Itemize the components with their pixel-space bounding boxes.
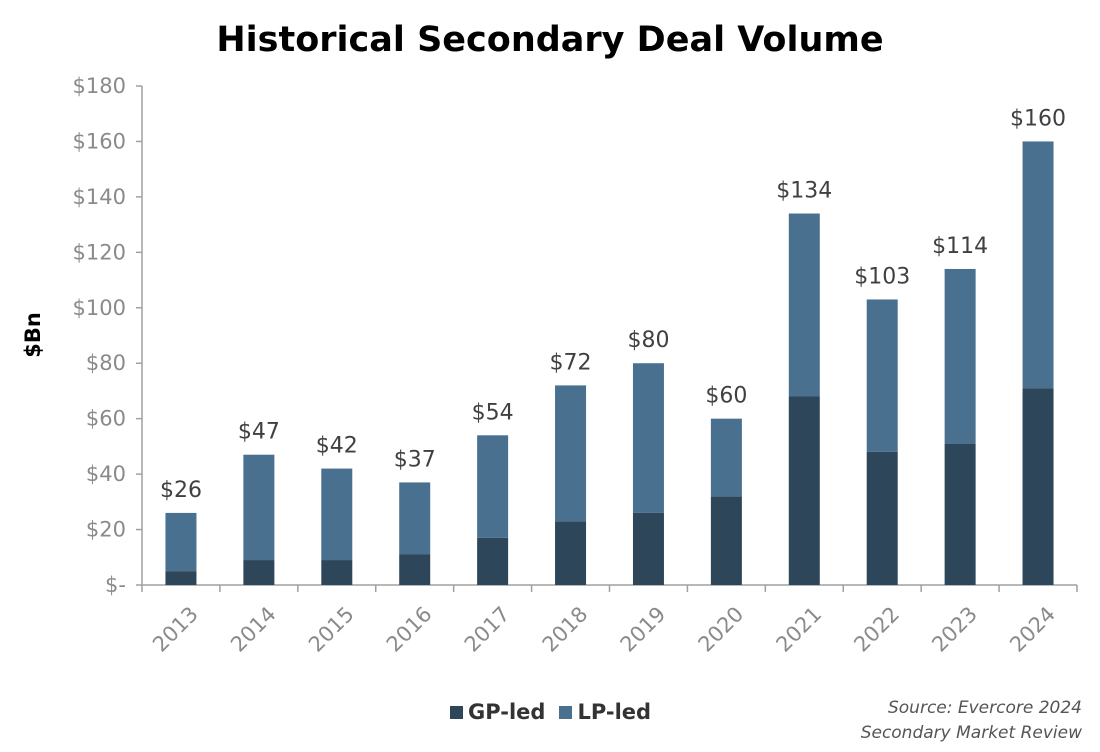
y-tick-label: $160: [73, 129, 126, 153]
x-tick-label: 2014: [226, 602, 281, 657]
bar-gp-led-2014: [243, 560, 275, 585]
bar-gp-led-2024: [1022, 388, 1054, 585]
data-label-2020: $60: [705, 384, 747, 409]
x-tick-label: 2013: [148, 602, 203, 657]
y-tick-label: $80: [86, 351, 126, 375]
x-tick-label: 2015: [304, 602, 359, 657]
source-note: Source: Evercore 2024 Secondary Market R…: [861, 696, 1082, 746]
legend-item-gp-led: GP-led: [450, 700, 545, 724]
y-axis-label: $Bn: [21, 312, 45, 358]
bar-gp-led-2020: [710, 496, 742, 585]
y-tick-label: $40: [86, 462, 126, 486]
x-tick-label: 2018: [538, 602, 593, 657]
legend: GP-led LP-led: [450, 700, 651, 724]
y-tick-label: $180: [73, 74, 126, 98]
bar-lp-led-2014: [243, 454, 275, 561]
data-label-2017: $54: [472, 400, 514, 425]
data-label-2023: $114: [932, 234, 988, 259]
chart-title: Historical Secondary Deal Volume: [216, 20, 884, 60]
bar-gp-led-2015: [321, 560, 353, 585]
y-tick-label: $140: [73, 185, 126, 209]
x-tick-label: 2017: [460, 602, 515, 657]
data-label-2024: $160: [1010, 106, 1066, 131]
bar-gp-led-2021: [788, 396, 820, 585]
data-label-2022: $103: [854, 264, 910, 289]
legend-item-lp-led: LP-led: [559, 700, 651, 724]
legend-swatch-gp-led: [450, 706, 463, 719]
data-label-2013: $26: [160, 478, 202, 503]
bar-lp-led-2016: [399, 482, 431, 555]
bar-lp-led-2018: [555, 385, 587, 522]
legend-swatch-lp-led: [559, 706, 573, 719]
bar-lp-led-2017: [477, 435, 509, 538]
bar-lp-led-2022: [866, 299, 898, 452]
bar-gp-led-2018: [555, 521, 587, 585]
y-tick-label: $-: [105, 573, 126, 597]
bar-lp-led-2015: [321, 468, 353, 561]
bar-gp-led-2022: [866, 451, 898, 585]
bar-lp-led-2024: [1022, 141, 1054, 389]
y-tick-label: $60: [86, 407, 126, 431]
bar-lp-led-2021: [788, 213, 820, 397]
data-label-2018: $72: [550, 350, 592, 375]
x-tick-label: 2020: [694, 602, 749, 657]
y-tick-label: $20: [86, 518, 126, 542]
x-tick-label: 2023: [927, 602, 982, 657]
x-tick-label: 2019: [616, 602, 671, 657]
source-line-1: Source: Evercore 2024: [887, 698, 1082, 718]
bar-gp-led-2019: [632, 512, 664, 585]
bar-lp-led-2013: [165, 512, 197, 572]
x-tick-label: 2022: [849, 602, 904, 657]
bar-gp-led-2017: [477, 537, 509, 585]
source-line-2: Secondary Market Review: [860, 723, 1082, 743]
data-label-2016: $37: [394, 447, 436, 472]
x-tick-label: 2021: [771, 602, 826, 657]
bar-lp-led-2019: [632, 363, 664, 513]
y-tick-label: $100: [73, 296, 126, 320]
x-tick-label: 2024: [1005, 602, 1060, 657]
bar-lp-led-2020: [710, 418, 742, 497]
data-label-2019: $80: [627, 328, 669, 353]
bar-lp-led-2023: [944, 268, 976, 444]
data-label-2021: $134: [776, 179, 832, 204]
x-tick-label: 2016: [382, 602, 437, 657]
data-label-2015: $42: [316, 434, 358, 459]
bar-gp-led-2023: [944, 443, 976, 585]
data-label-2014: $47: [238, 420, 280, 445]
bar-gp-led-2016: [399, 554, 431, 585]
y-tick-label: $120: [73, 240, 126, 264]
bar-gp-led-2013: [165, 571, 197, 585]
